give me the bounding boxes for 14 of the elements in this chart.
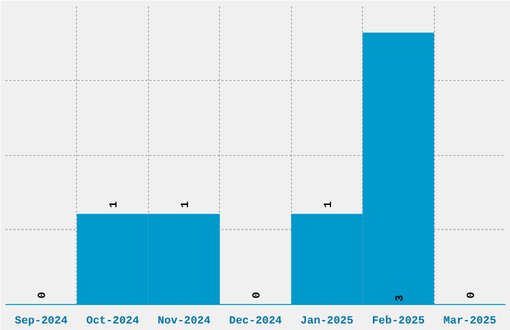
data-label: 1	[180, 200, 192, 208]
x-tick-label: Mar-2025	[443, 316, 497, 328]
data-label: 1	[108, 200, 121, 208]
data-label: 3	[394, 294, 406, 302]
x-tick-label: Jan-2025	[300, 316, 354, 328]
x-tick-label: Feb-2025	[372, 316, 426, 328]
data-label: 0	[466, 292, 478, 299]
data-label: 0	[252, 292, 264, 299]
x-tick-label: Oct-2024	[86, 316, 140, 328]
data-label: 0	[37, 292, 50, 299]
x-tick-label: Nov-2024	[158, 316, 211, 328]
x-tick-label: Dec-2024	[229, 316, 282, 328]
x-tick-label: Sep-2024	[14, 316, 68, 328]
data-label: 1	[322, 200, 335, 208]
